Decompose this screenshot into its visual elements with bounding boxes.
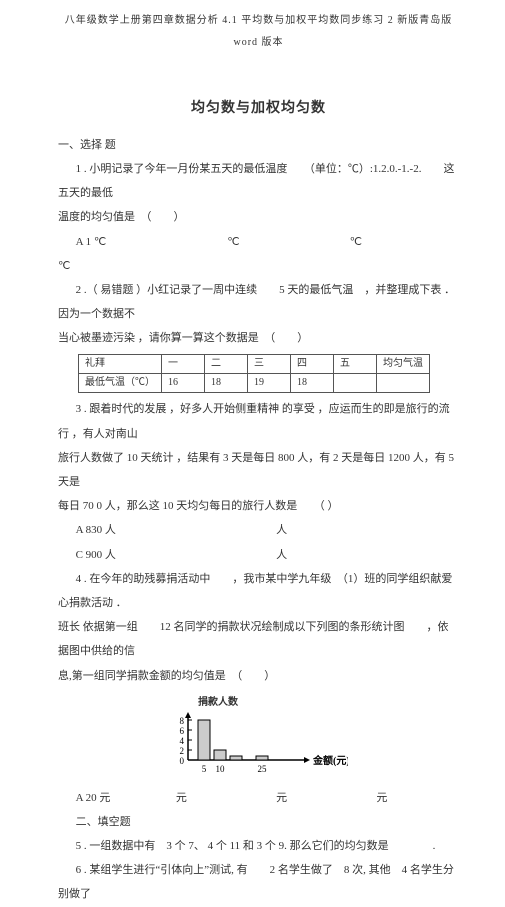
q1-line2: 温度的均匀值是 （ ）: [58, 205, 459, 229]
q4-options: A 20 元 元 元 元: [58, 786, 459, 810]
ytick: 0: [180, 756, 185, 766]
table-cell: 18: [291, 374, 334, 393]
doc-title: 均匀数与加权均匀数: [58, 94, 459, 125]
table-cell: 最低气温（℃）: [79, 374, 162, 393]
table-cell: 均匀气温: [377, 355, 430, 374]
table-cell: [334, 374, 377, 393]
q4-line1: 4 . 在今年的助残募捐活动中 ，我市某中学九年级 （1）班的同学组织献爱 心捐…: [58, 567, 459, 615]
table-cell: 二: [205, 355, 248, 374]
q3-options-row1: A 830 人 人: [58, 518, 459, 542]
q6: 6 . 某组学生进行“引体向上”测试, 有 2 名学生做了 8 次, 其他 4 …: [58, 858, 459, 906]
q3-optD: 人: [259, 543, 460, 567]
section1-heading: 一、选择 题: [58, 133, 459, 157]
xtick: 25: [258, 764, 268, 774]
table-cell: 三: [248, 355, 291, 374]
table-cell: 礼拜: [79, 355, 162, 374]
q3-optA: A 830 人: [58, 518, 259, 542]
q1-options: A 1 ℃ ℃ ℃ ℃: [58, 230, 459, 278]
q2-table: 礼拜 一 二 三 四 五 均匀气温 最低气温（℃） 16 18 19 18: [78, 354, 430, 393]
table-cell: 五: [334, 355, 377, 374]
xtick: 5: [202, 764, 207, 774]
q3-options-row2: C 900 人 人: [58, 543, 459, 567]
section2-heading: 二、填空题: [58, 810, 459, 834]
table-cell: 一: [162, 355, 205, 374]
bar-rect: [198, 720, 210, 760]
q4-line3: 息,第一组同学捐款金额的均匀值是 （ ）: [58, 664, 459, 688]
xtick: 10: [216, 764, 226, 774]
page-header: 八年级数学上册第四章数据分析 4.1 平均数与加权平均数同步练习 2 新版青岛版…: [58, 10, 459, 54]
chart-svg: 8 6 4 2 0 5 10 25 金额(元): [168, 710, 348, 782]
ytick: 2: [180, 746, 185, 756]
q4-optA: A 20 元: [58, 786, 158, 810]
table-cell: 16: [162, 374, 205, 393]
q4-optD: 元: [359, 786, 459, 810]
table-cell: 四: [291, 355, 334, 374]
q3-optC: C 900 人: [58, 543, 259, 567]
q4-optB: 元: [158, 786, 258, 810]
q4-line2: 班长 依据第一组 12 名同学的捐款状况绘制成以下列图的条形统计图 ，依据图中供…: [58, 615, 459, 663]
table-cell: 18: [205, 374, 248, 393]
xlabel: 金额(元): [312, 754, 348, 767]
bar-rect: [256, 756, 268, 760]
ytick: 4: [180, 736, 185, 746]
q3-optB: 人: [259, 518, 460, 542]
ytick: 6: [180, 726, 185, 736]
q3-line3: 每日 70 0 人，那么这 10 天均匀每日的旅行人数是 （ ）: [58, 494, 459, 518]
q2-line1: 2 .（ 易错题 ）小红记录了一周中连续 5 天的最低气温 ，并整理成下表 ．因…: [58, 278, 459, 326]
q1-line1: 1 . 小明记录了今年一月份某五天的最低温度 （单位：℃）:1.2.0.-1.-…: [58, 157, 459, 205]
q2-line2: 当心被墨迹污染 ，请你算一算这个数据是 （ ）: [58, 326, 459, 350]
q3-line1: 3 . 跟着时代的发展 ，好多人开始侧重精神 的享受 ，应运而生的即是旅行的流行…: [58, 397, 459, 445]
table-cell: 19: [248, 374, 291, 393]
q4-optC: 元: [259, 786, 359, 810]
bar-chart: 捐款人数 8 6 4 2 0 5 10 25: [168, 692, 459, 782]
table-cell: [377, 374, 430, 393]
ytick: 8: [180, 716, 185, 726]
bar-rect: [214, 750, 226, 760]
q5: 5 . 一组数据中有 3 个 7、 4 个 11 和 3 个 9. 那么它们的均…: [58, 834, 459, 858]
q3-line2: 旅行人数做了 10 天统计 ，结果有 3 天是每日 800 人，有 2 天是每日…: [58, 446, 459, 494]
bar-rect: [230, 756, 242, 760]
